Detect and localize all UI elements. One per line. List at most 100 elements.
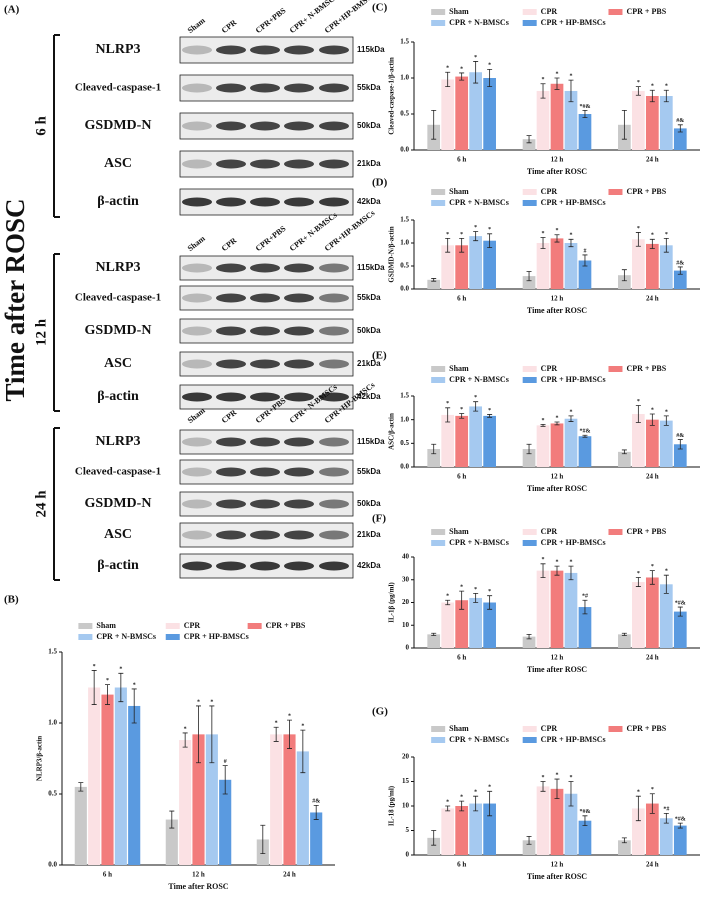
- y-tick-label: 15: [402, 777, 410, 785]
- significance-marker: *: [569, 74, 572, 80]
- protein-label: GSDMD-N: [85, 496, 152, 511]
- blot-band: [182, 530, 212, 540]
- legend-swatch: [522, 726, 537, 732]
- significance-marker: *: [651, 407, 654, 413]
- x-axis-label: Time after ROSC: [527, 306, 587, 315]
- blot-band: [182, 326, 212, 336]
- blot-band: [216, 83, 246, 93]
- legend-label: CPR + HP-BMSCs: [541, 18, 606, 27]
- error-bar: [677, 606, 683, 617]
- significance-marker: *: [474, 55, 477, 61]
- x-tick-label: 12 h: [551, 295, 564, 303]
- protein-label: Cleaved-caspase-1: [75, 466, 161, 478]
- error-bar: [677, 439, 683, 450]
- x-tick-label: 6 h: [457, 654, 466, 662]
- y-tick-label: 10: [402, 802, 410, 810]
- bar: [88, 687, 101, 865]
- blot-band: [284, 359, 314, 369]
- significance-marker: *: [488, 589, 491, 595]
- legend-label: CPR + PBS: [626, 187, 666, 196]
- significance-marker: *: [288, 714, 291, 720]
- error-bar: [526, 835, 532, 845]
- bar: [550, 788, 564, 855]
- legend-label: CPR + HP-BMSCs: [184, 632, 249, 641]
- error-bar: [105, 684, 110, 705]
- significance-marker: *: [542, 418, 545, 424]
- error-bar: [487, 414, 493, 418]
- bar: [455, 245, 469, 289]
- significance-marker: *: [651, 564, 654, 570]
- legend-label: CPR + HP-BMSCs: [541, 735, 606, 744]
- panel-label: (D): [372, 177, 388, 189]
- error-bar: [182, 732, 188, 748]
- blot-band: [216, 197, 246, 207]
- blot-band: [284, 263, 314, 273]
- blot-band: [250, 499, 280, 509]
- significance-marker: *#: [582, 594, 588, 600]
- bar: [564, 572, 578, 648]
- blot-band: [216, 530, 246, 540]
- blot-band: [182, 392, 212, 402]
- legend-swatch: [78, 634, 93, 640]
- blot-band: [284, 121, 314, 131]
- error-bar: [677, 124, 683, 133]
- x-tick-label: 12 h: [551, 861, 564, 869]
- bar: [192, 734, 205, 865]
- bar: [536, 90, 550, 150]
- lane-label: CPR: [220, 236, 239, 253]
- error-bar: [169, 810, 175, 829]
- error-bar: [540, 237, 546, 249]
- y-tick-label: 0.0: [400, 285, 409, 293]
- error-bar: [526, 443, 532, 455]
- bar: [455, 806, 469, 855]
- bar: [483, 240, 496, 289]
- y-tick-label: 0.5: [48, 790, 57, 798]
- significance-marker: *: [488, 227, 491, 233]
- error-bar: [445, 71, 451, 88]
- blot-band: [216, 263, 246, 273]
- legend-label: CPR + N-BMSCs: [449, 375, 509, 384]
- error-bar: [554, 778, 560, 800]
- panel-label: (B): [4, 594, 19, 606]
- y-tick-label: 0.0: [48, 861, 57, 869]
- significance-marker: *: [651, 787, 654, 793]
- error-bar: [582, 434, 588, 438]
- y-tick-label: 40: [402, 553, 410, 561]
- error-bar: [445, 238, 451, 253]
- legend-swatch: [431, 200, 446, 206]
- significance-marker: *: [556, 415, 559, 421]
- bar: [631, 413, 645, 467]
- bar: [270, 734, 283, 865]
- bar: [550, 238, 564, 289]
- blot-band: [182, 159, 212, 169]
- error-bar: [621, 269, 627, 282]
- error-bar: [526, 135, 532, 144]
- error-bar: [487, 790, 493, 817]
- significance-marker: *: [460, 66, 463, 72]
- size-label: 21kDa: [357, 359, 381, 368]
- significance-marker: *: [542, 231, 545, 237]
- blot-band: [319, 159, 349, 169]
- error-bar: [540, 563, 546, 578]
- legend-swatch: [608, 366, 623, 372]
- significance-marker: #&: [676, 260, 684, 266]
- panel-label: (A): [4, 4, 20, 16]
- legend-swatch: [522, 200, 537, 206]
- y-axis-label: Cleaved-caspase-1/β-actin: [388, 57, 396, 135]
- bar: [659, 818, 673, 855]
- blot-band: [250, 467, 280, 477]
- significance-marker: *: [665, 232, 668, 238]
- legend-label: CPR + HP-BMSCs: [541, 198, 606, 207]
- blot-band: [216, 121, 246, 131]
- blot-band: [216, 437, 246, 447]
- blot-band: [319, 83, 349, 93]
- y-tick-label: 0: [406, 644, 410, 652]
- blot-band: [250, 392, 280, 402]
- x-tick-label: 12 h: [551, 473, 564, 481]
- blot-band: [319, 263, 349, 273]
- bar: [631, 582, 645, 648]
- blot-band: [250, 437, 280, 447]
- significance-marker: *: [446, 66, 449, 72]
- protein-label: ASC: [104, 156, 132, 171]
- significance-marker: #: [224, 759, 227, 765]
